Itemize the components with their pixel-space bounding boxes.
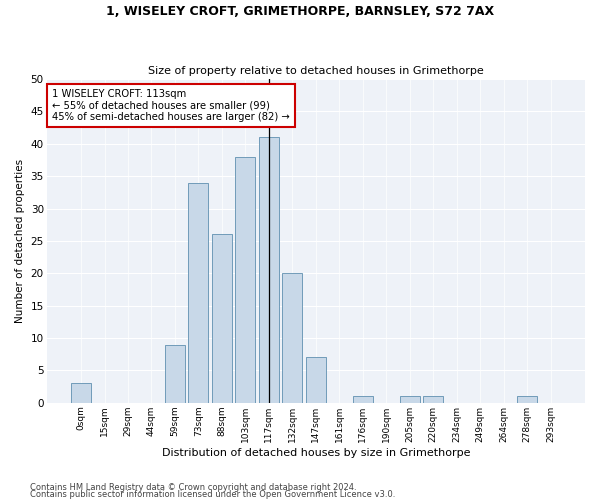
Text: Contains public sector information licensed under the Open Government Licence v3: Contains public sector information licen… [30, 490, 395, 499]
Bar [306, 358, 326, 403]
Bar [165, 344, 185, 403]
Text: 1, WISELEY CROFT, GRIMETHORPE, BARNSLEY, S72 7AX: 1, WISELEY CROFT, GRIMETHORPE, BARNSLEY,… [106, 5, 494, 18]
X-axis label: Distribution of detached houses by size in Grimethorpe: Distribution of detached houses by size … [161, 448, 470, 458]
Bar [71, 384, 91, 403]
Bar [517, 396, 537, 403]
Text: Contains HM Land Registry data © Crown copyright and database right 2024.: Contains HM Land Registry data © Crown c… [30, 484, 356, 492]
Bar [353, 396, 373, 403]
Bar [188, 182, 208, 403]
Bar [400, 396, 419, 403]
Bar [212, 234, 232, 403]
Bar [259, 138, 279, 403]
Bar [283, 274, 302, 403]
Bar [423, 396, 443, 403]
Text: 1 WISELEY CROFT: 113sqm
← 55% of detached houses are smaller (99)
45% of semi-de: 1 WISELEY CROFT: 113sqm ← 55% of detache… [52, 89, 290, 122]
Y-axis label: Number of detached properties: Number of detached properties [15, 159, 25, 323]
Bar [235, 157, 256, 403]
Title: Size of property relative to detached houses in Grimethorpe: Size of property relative to detached ho… [148, 66, 484, 76]
